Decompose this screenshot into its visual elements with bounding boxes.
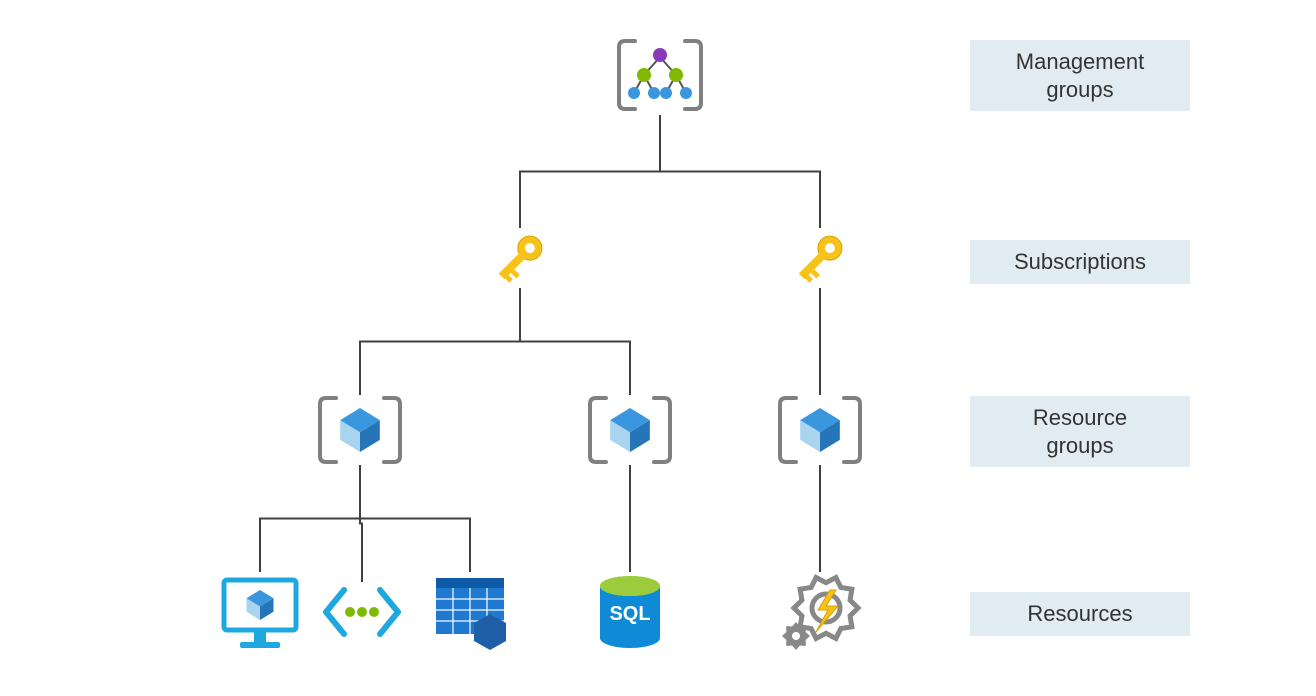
- label-subs: Subscriptions: [970, 240, 1190, 284]
- key-icon: [793, 231, 847, 285]
- storage-icon: [436, 578, 506, 650]
- label-res: Resources: [970, 592, 1190, 636]
- resource-group-icon: [590, 398, 670, 462]
- resource-group-icon: [780, 398, 860, 462]
- key-icon: [493, 231, 547, 285]
- label-mgmt: Management groups: [970, 40, 1190, 111]
- api-icon: [326, 590, 398, 634]
- function-icon: [782, 578, 858, 650]
- sql-icon: SQL: [600, 576, 660, 648]
- label-rg: Resource groups: [970, 396, 1190, 467]
- svg-text:SQL: SQL: [609, 603, 650, 625]
- vm-icon: [224, 580, 296, 648]
- resource-group-icon: [320, 398, 400, 462]
- hierarchy-diagram: SQL Management groups Subscriptions Resour…: [0, 0, 1316, 696]
- mgmt-group-icon: [619, 41, 701, 109]
